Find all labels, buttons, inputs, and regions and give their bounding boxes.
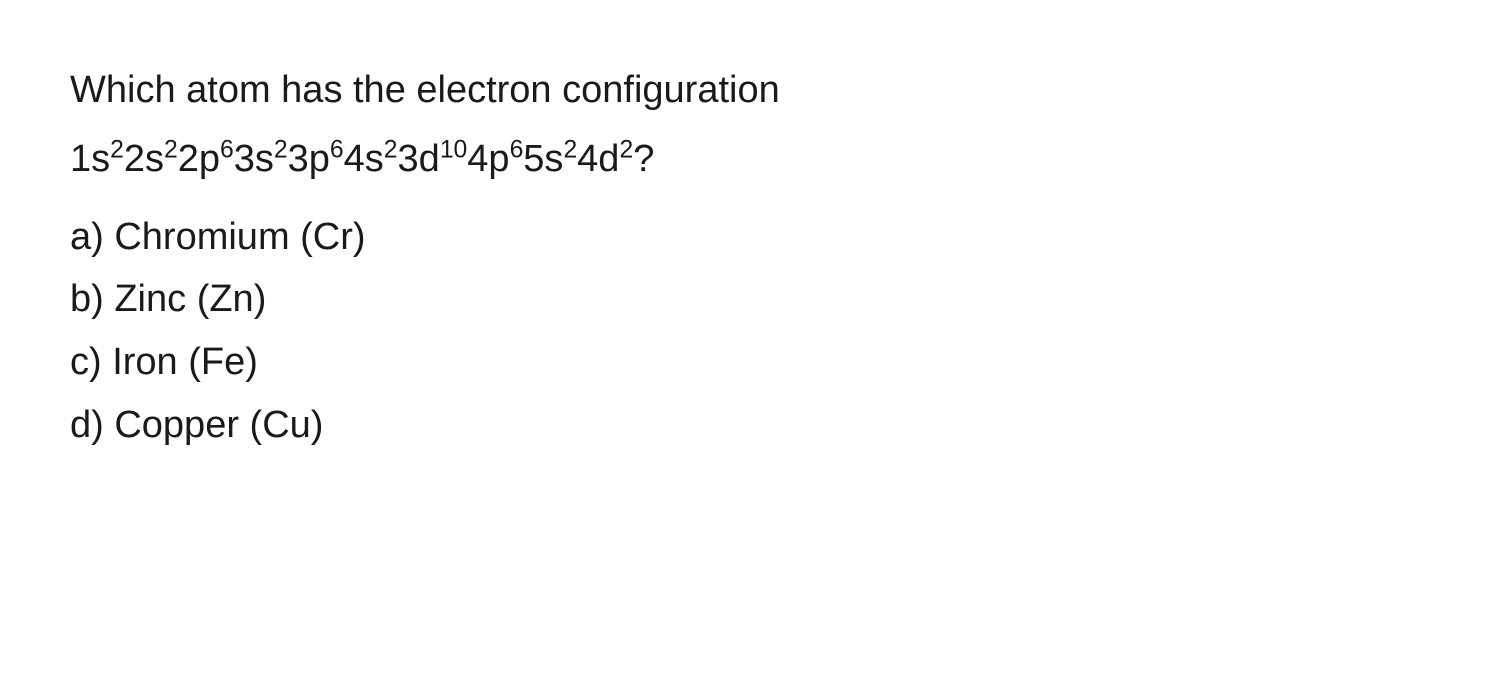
- electron-configuration: 1s22s22p63s23p64s23d104p65s24d2?: [70, 129, 1430, 190]
- question-prompt: Which atom has the electron configuratio…: [70, 60, 1430, 121]
- option-c: c) Iron (Fe): [70, 331, 1430, 394]
- option-a: a) Chromium (Cr): [70, 206, 1430, 269]
- option-d: d) Copper (Cu): [70, 394, 1430, 457]
- option-b: b) Zinc (Zn): [70, 268, 1430, 331]
- question-container: Which atom has the electron configuratio…: [70, 60, 1430, 456]
